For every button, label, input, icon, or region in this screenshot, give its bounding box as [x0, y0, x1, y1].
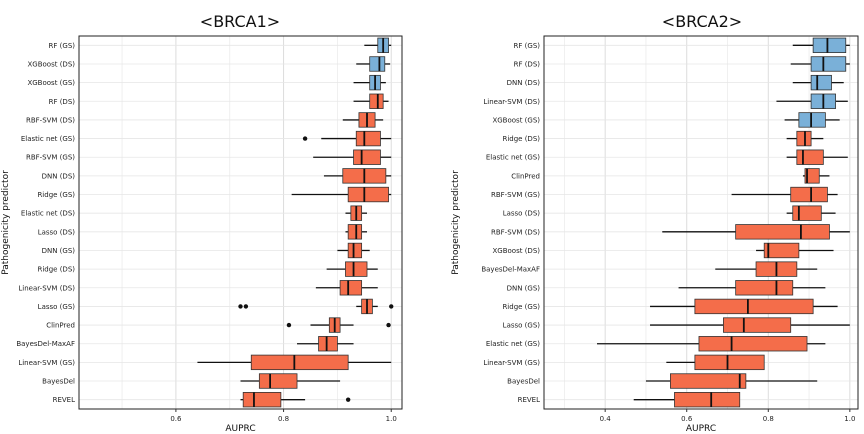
outlier-point: [243, 304, 249, 309]
y-axis-label: Pathogenicity predictor: [1, 170, 11, 275]
box: [790, 186, 828, 203]
row-label: XGBoost (GS): [492, 116, 540, 124]
box: [810, 74, 832, 91]
row-label: Elastic net (GS): [21, 135, 75, 143]
outlier-point: [238, 304, 243, 309]
x-tick-label: 0.4: [600, 415, 612, 423]
box: [345, 261, 368, 277]
row-label: Elastic net (GS): [486, 340, 540, 348]
row-label: Ridge (GS): [502, 303, 540, 311]
box: [258, 373, 298, 389]
box: [347, 242, 363, 259]
box: [347, 224, 363, 240]
box: [796, 130, 812, 147]
box: [694, 354, 765, 371]
row-label: XGBoost (DS): [28, 60, 76, 68]
row-label: DNN (DS): [42, 172, 76, 180]
row-label: Linear-SVM (DS): [18, 284, 75, 292]
box: [250, 354, 349, 371]
outlier-point: [286, 322, 292, 328]
row-label: RBF-SVM (GS): [491, 191, 540, 199]
outlier-point: [302, 136, 308, 141]
row-label: Elastic net (GS): [486, 154, 540, 162]
chart-panel-2: <BRCA2> RF (GS) RF (DS) DNN (DS) Linear-SVM …: [451, 12, 859, 434]
row-label: Ridge (DS): [37, 266, 75, 274]
outlier-point: [386, 322, 391, 328]
x-tick-label: 1.0: [844, 415, 855, 423]
row-label: REVEL: [518, 396, 540, 404]
row-label: XGBoost (GS): [27, 79, 75, 87]
row-label: Ridge (DS): [502, 135, 540, 143]
x-tick-label: 0.8: [763, 415, 774, 423]
box: [796, 149, 824, 165]
box: [674, 392, 741, 408]
row-label: BayesDel-MaxAF: [16, 340, 75, 348]
chart-title: <BRCA1>: [200, 12, 280, 31]
box: [670, 373, 747, 389]
row-label: RBF-SVM (DS): [491, 228, 540, 236]
box: [798, 112, 826, 128]
outlier-point: [345, 397, 351, 402]
box: [347, 186, 389, 203]
box: [763, 242, 800, 259]
box: [369, 56, 386, 72]
x-tick-label: 1.0: [386, 415, 397, 423]
box: [339, 280, 363, 296]
box: [735, 280, 794, 296]
x-tick-label: 0.6: [681, 415, 693, 423]
row-label: BayesDel-MaxAF: [481, 266, 540, 274]
row-label: ClinPred: [511, 172, 540, 180]
y-axis-label: Pathogenicity predictor: [451, 170, 461, 275]
box: [698, 336, 808, 352]
box: [812, 37, 847, 53]
row-label: RBF-SVM (GS): [26, 154, 75, 162]
row-label: XGBoost (DS): [493, 247, 541, 255]
box: [723, 317, 792, 333]
row-label: DNN (GS): [42, 247, 76, 255]
box: [804, 168, 820, 184]
plot-border: [78, 35, 403, 410]
x-tick-label: 0.8: [278, 415, 289, 423]
row-label: Lasso (GS): [503, 322, 541, 330]
row-label: Linear-SVM (DS): [483, 98, 540, 106]
row-label: BayesDel: [507, 378, 540, 386]
row-label: DNN (GS): [507, 284, 541, 292]
box: [242, 392, 282, 408]
box: [353, 149, 381, 165]
row-label: Lasso (GS): [38, 303, 76, 311]
box: [694, 298, 814, 315]
box: [735, 224, 830, 240]
box: [810, 56, 847, 72]
row-label: REVEL: [53, 396, 75, 404]
row-label: Lasso (DS): [38, 228, 76, 236]
row-label: RF (DS): [514, 60, 541, 68]
row-label: RBF-SVM (DS): [26, 116, 75, 124]
x-axis-label: AUPRC: [686, 424, 716, 434]
chart-title: <BRCA2>: [662, 12, 742, 31]
row-label: RF (GS): [514, 42, 541, 50]
row-label: BayesDel: [42, 378, 75, 386]
plot-border: [543, 35, 859, 410]
box: [792, 205, 822, 221]
row-label: Elastic net (DS): [21, 210, 75, 218]
box: [318, 336, 338, 352]
x-axis-label: AUPRC: [225, 424, 255, 434]
row-label: RF (DS): [49, 98, 76, 106]
outlier-point: [389, 304, 394, 309]
x-tick-label: 0.6: [170, 415, 182, 423]
box: [355, 130, 381, 147]
row-label: Linear-SVM (GS): [483, 359, 540, 367]
chart-panel-1: <BRCA1> RF (GS) XGBoost (DS) XGBoost (GS) RF…: [1, 12, 403, 434]
row-label: RF (GS): [49, 42, 76, 50]
row-label: Ridge (GS): [37, 191, 75, 199]
row-label: Lasso (DS): [503, 210, 541, 218]
row-label: Linear-SVM (GS): [18, 359, 75, 367]
row-label: ClinPred: [46, 322, 75, 330]
row-label: DNN (DS): [507, 79, 541, 87]
box: [369, 93, 384, 109]
